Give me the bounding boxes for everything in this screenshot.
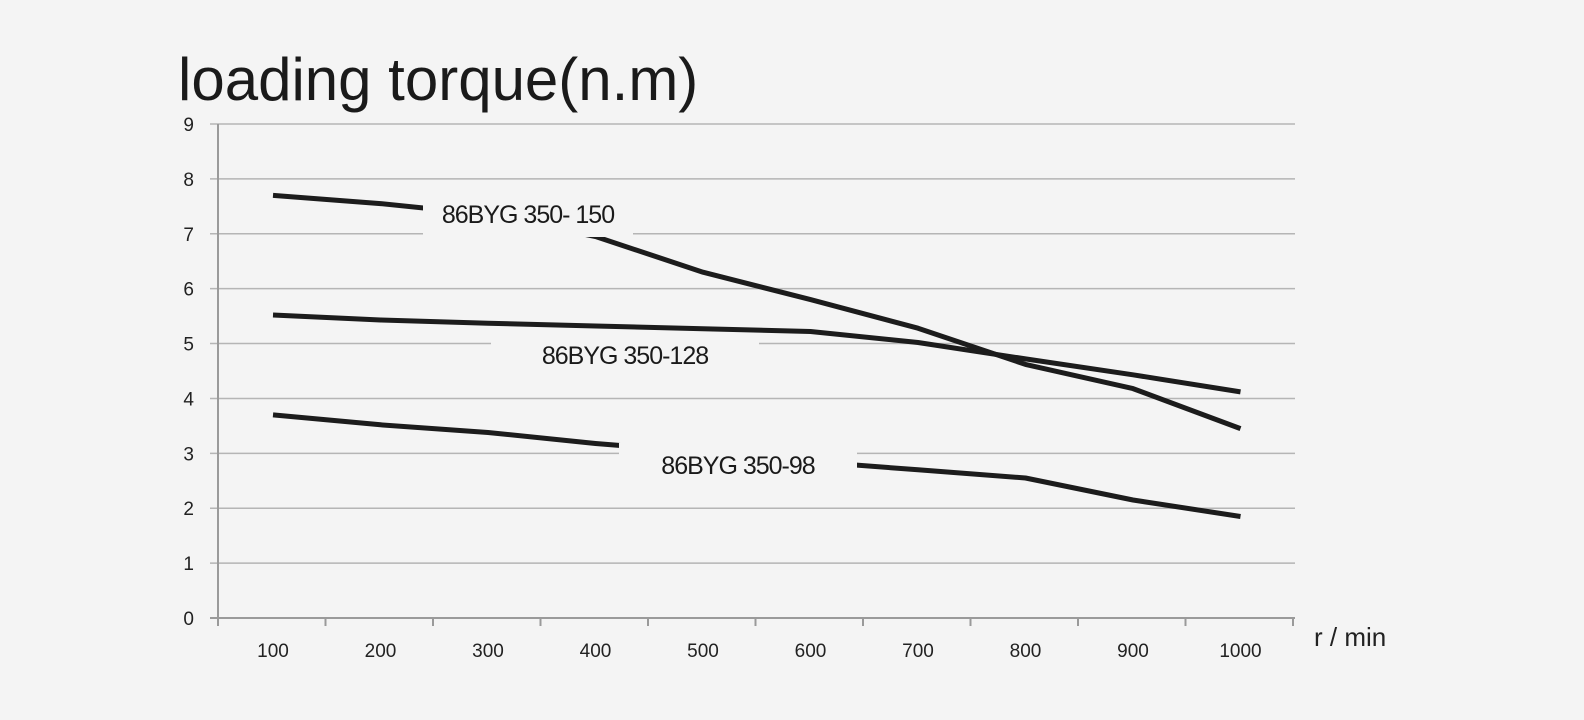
y-tick-label: 1: [183, 554, 194, 575]
x-tick-label: 200: [365, 641, 397, 662]
x-tick-label: 500: [687, 641, 719, 662]
y-tick-label: 6: [183, 280, 194, 301]
series-label-2: 86BYG 350-128: [542, 342, 708, 370]
y-tick-label: 4: [183, 389, 194, 410]
y-tick-label: 2: [183, 499, 194, 520]
y-tick-labels: 0 1 2 3 4 5 6 7 8 9: [183, 115, 194, 630]
x-tick-label: 100: [257, 641, 289, 662]
x-tick-labels: 100 200 300 400 500 600 700 800 900 1000: [257, 641, 1261, 662]
x-tick-label: 1000: [1219, 641, 1261, 662]
series-line-1: [272, 192, 1242, 431]
y-tick-label: 3: [183, 444, 194, 465]
series-label-box-3: [619, 443, 857, 489]
y-tick-label: 8: [183, 170, 194, 191]
series-label-box-2: [491, 333, 759, 379]
y-tick-label: 7: [183, 225, 194, 246]
y-tick-label: 9: [183, 115, 194, 136]
x-tick-label: 900: [1117, 641, 1149, 662]
y-tick-label: 5: [183, 335, 194, 356]
series-label-1: 86BYG 350- 150: [442, 201, 614, 229]
x-tick-label: 800: [1010, 641, 1042, 662]
axes: [210, 124, 1295, 626]
chart-title: loading torque(n.m): [178, 46, 698, 113]
series-label-box-1: [423, 193, 633, 237]
series-labels: 86BYG 350- 150 86BYG 350-128 86BYG 350-98: [423, 193, 857, 489]
series-line-2: [272, 312, 1241, 395]
x-tick-label: 700: [902, 641, 934, 662]
y-tick-label: 0: [183, 609, 194, 630]
x-tick-label: 400: [580, 641, 612, 662]
x-axis-label: r / min: [1314, 622, 1386, 652]
x-tick-label: 600: [795, 641, 827, 662]
x-tick-label: 300: [472, 641, 504, 662]
series-label-3: 86BYG 350-98: [661, 452, 814, 480]
